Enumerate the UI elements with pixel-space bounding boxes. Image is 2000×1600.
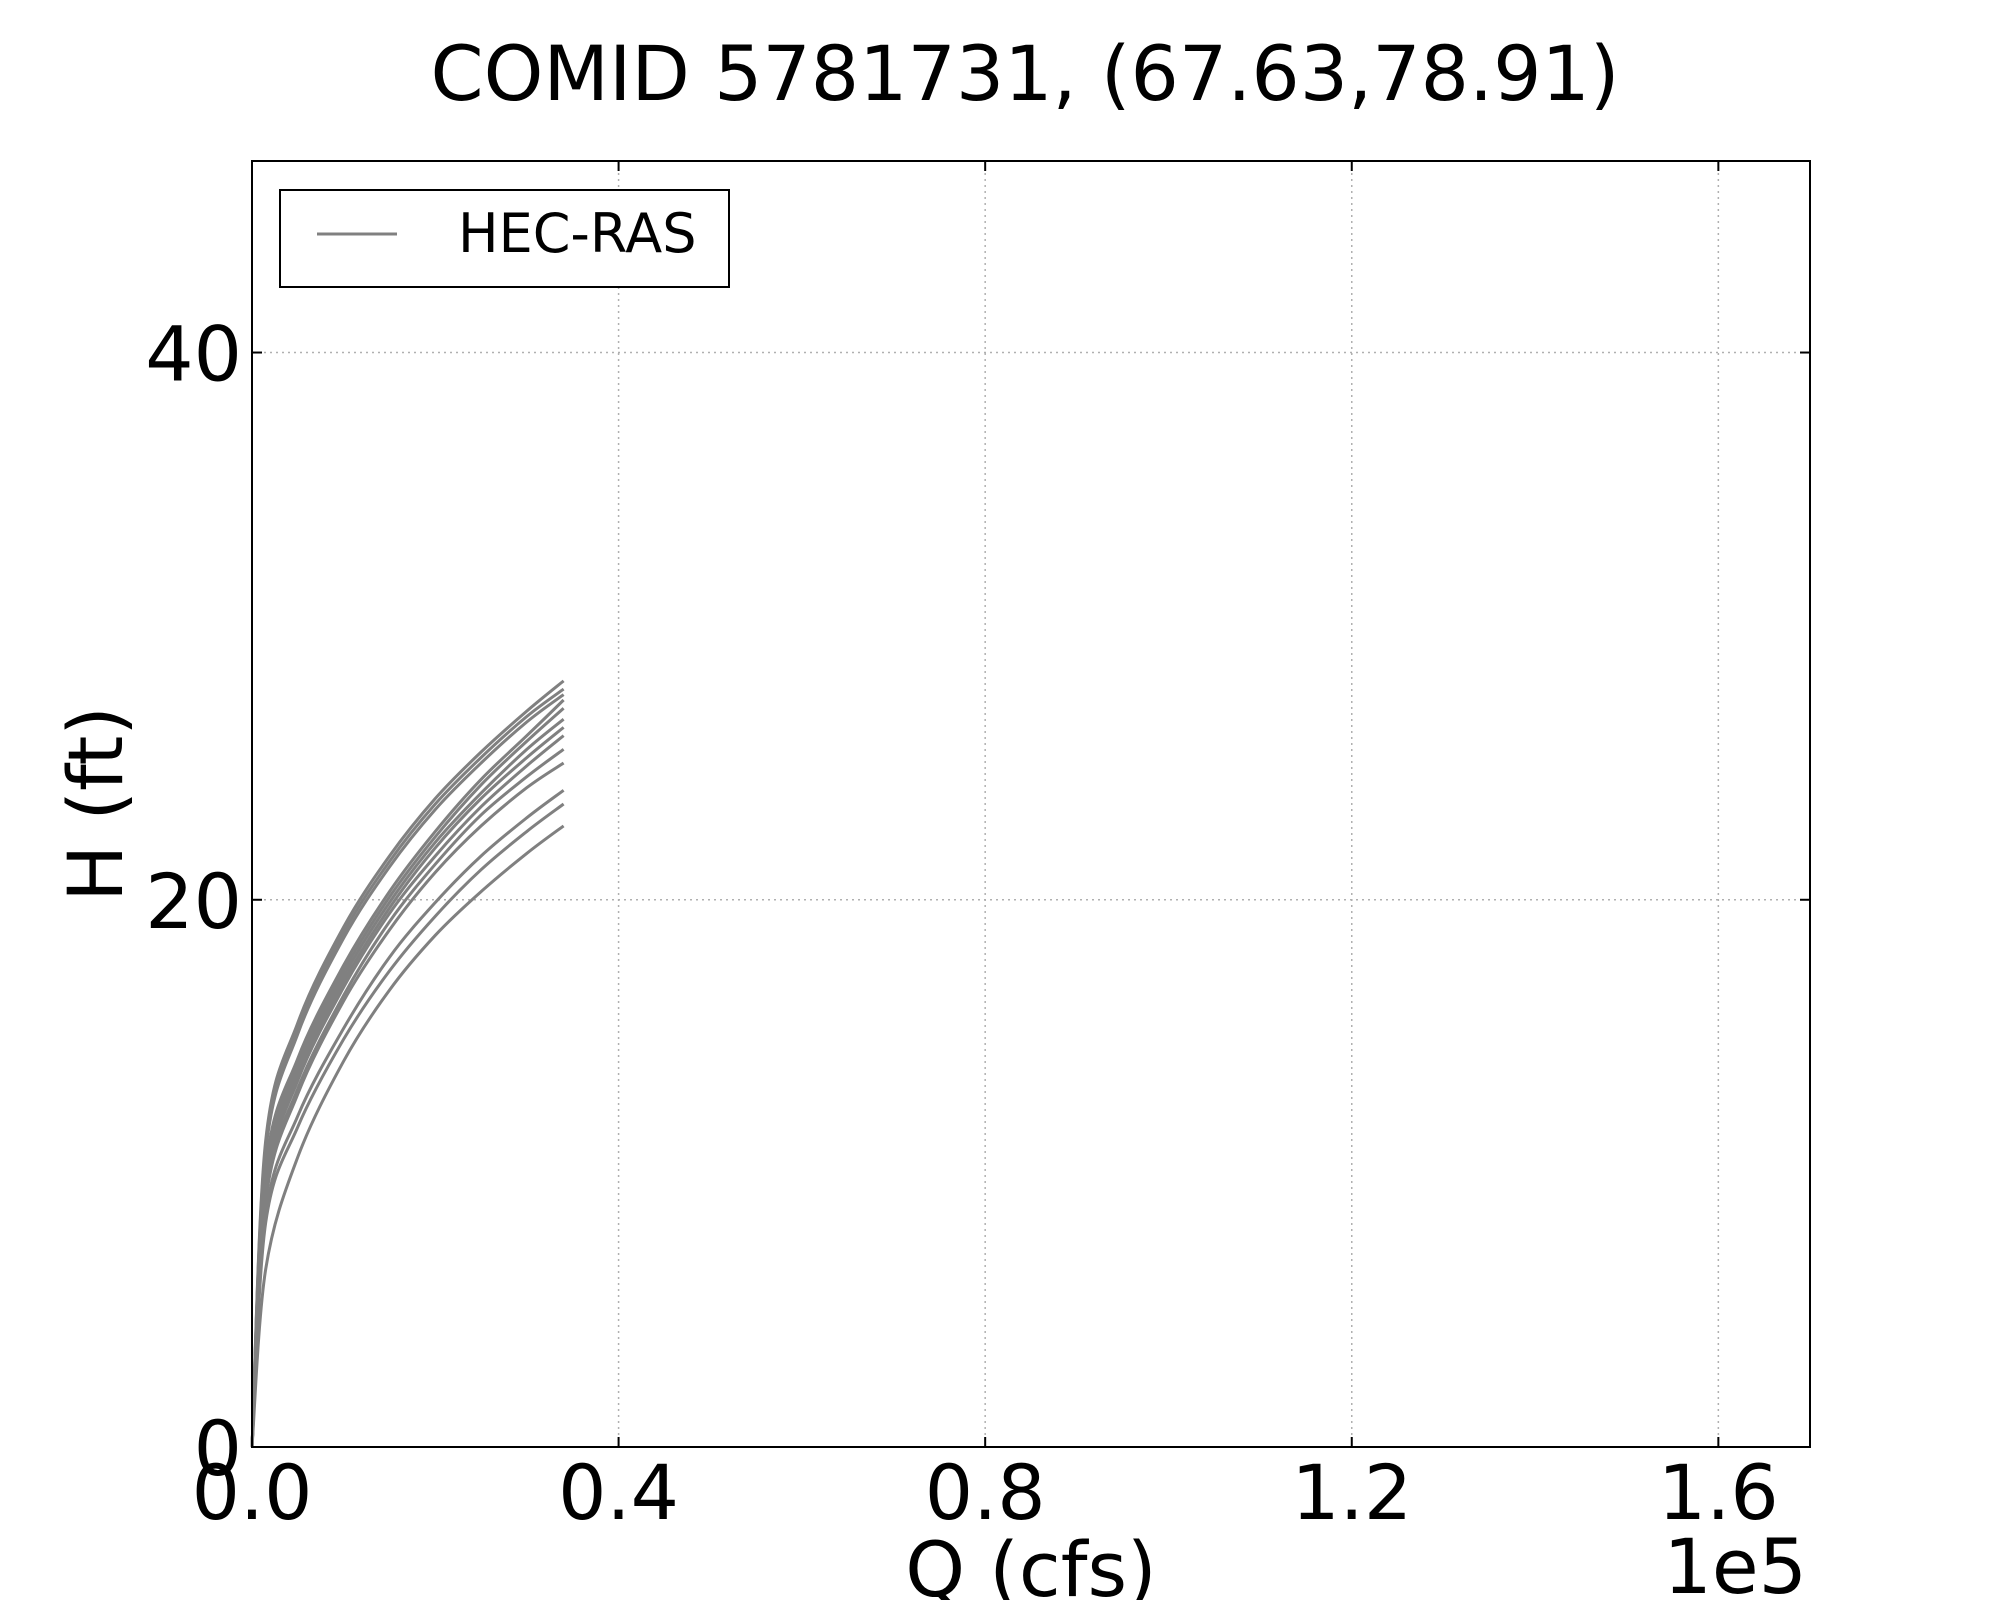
x-axis-label: Q (cfs)	[905, 1525, 1156, 1600]
x-offset-label: 1e5	[1664, 1522, 1807, 1600]
y-tick-labels: 0 20 40	[145, 310, 242, 1493]
x-tick-label: 1.6	[1658, 1448, 1779, 1537]
x-tick-labels: 0.0 0.4 0.8 1.2 1.6	[192, 1448, 1779, 1537]
x-tick-label: 0.8	[925, 1448, 1046, 1537]
y-tick-label: 0	[194, 1404, 242, 1493]
axis-ticks	[251, 161, 1810, 1448]
hec-ras-curve-12	[250, 802, 565, 1448]
legend-label-hec-ras: HEC-RAS	[458, 202, 696, 265]
hec-ras-curve-13	[250, 824, 565, 1448]
series-lines	[250, 679, 565, 1448]
plot-area	[252, 161, 1810, 1447]
y-tick-label: 20	[145, 857, 242, 946]
plot-frame	[251, 160, 1811, 1448]
x-tick-label: 1.2	[1291, 1448, 1412, 1537]
grid	[252, 161, 1810, 1447]
legend: HEC-RAS	[279, 189, 730, 288]
x-tick-label: 0.0	[192, 1448, 313, 1537]
y-axis-label: H (ft)	[51, 706, 140, 902]
y-tick-label: 40	[145, 310, 242, 399]
legend-box	[279, 189, 730, 288]
x-tick-label: 0.4	[558, 1448, 679, 1537]
hec-ras-curve-10	[250, 761, 565, 1448]
chart-title: COMID 5781731, (67.63,78.91)	[431, 29, 1620, 118]
